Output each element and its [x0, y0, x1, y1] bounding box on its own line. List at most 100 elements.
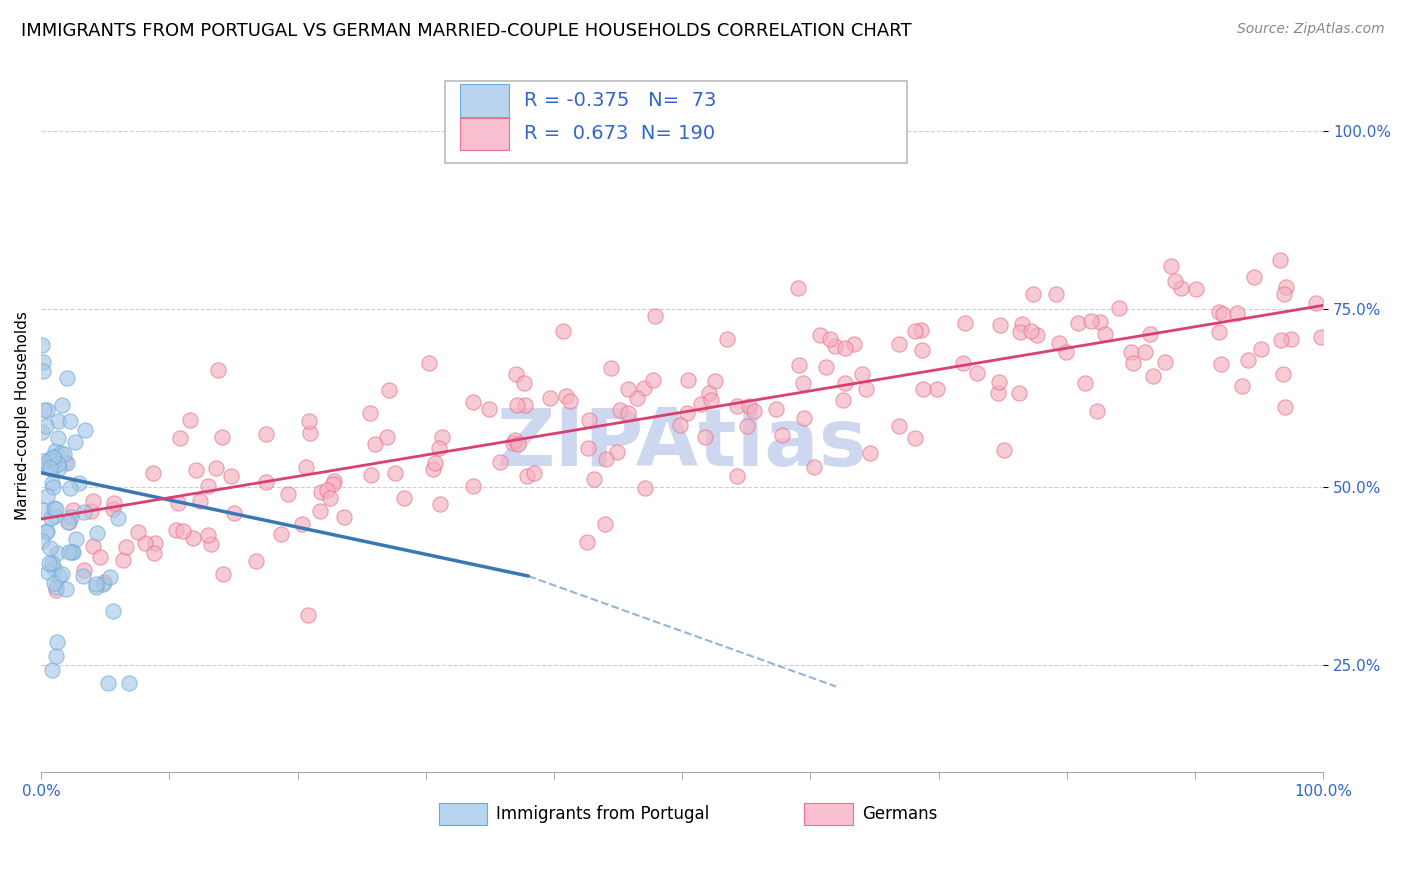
Point [73, 423, 96, 437]
Point [1108, 301, 1130, 315]
Point [254, 475, 277, 490]
Point [1088, 315, 1111, 329]
Point [506, 398, 529, 412]
Point [181, 531, 204, 545]
Point [270, 526, 292, 541]
Point [488, 455, 510, 469]
Point [35, 419, 58, 434]
Point [765, 402, 787, 417]
Point [808, 328, 831, 343]
FancyBboxPatch shape [804, 803, 852, 825]
Point [432, 430, 454, 444]
Point [38, 452, 60, 467]
Point [35, 403, 58, 417]
Point [1080, 313, 1102, 327]
Point [911, 383, 934, 397]
Point [578, 413, 600, 427]
Point [1270, 333, 1292, 347]
Point [73, 562, 96, 576]
Point [45, 580, 67, 594]
Point [725, 399, 748, 413]
Point [737, 418, 759, 433]
Point [1122, 356, 1144, 370]
FancyBboxPatch shape [460, 84, 509, 117]
Point [93, 575, 115, 590]
Point [309, 485, 332, 500]
Point [422, 461, 444, 475]
Point [44, 453, 66, 467]
Point [46, 431, 69, 445]
Point [190, 494, 212, 508]
Point [595, 452, 617, 467]
Point [34, 403, 56, 417]
Point [1305, 296, 1327, 310]
Point [793, 410, 815, 425]
FancyBboxPatch shape [444, 81, 907, 163]
Point [512, 376, 534, 391]
Point [82, 493, 104, 508]
Point [143, 536, 166, 550]
Point [792, 376, 814, 391]
Point [222, 506, 245, 520]
Point [1085, 404, 1108, 418]
Point [787, 280, 810, 294]
Point [32, 454, 55, 468]
Point [378, 383, 401, 397]
Point [725, 468, 748, 483]
Point [89, 550, 111, 565]
Point [538, 391, 561, 405]
Point [988, 318, 1011, 332]
Point [842, 337, 865, 351]
Point [165, 523, 187, 537]
Point [184, 462, 207, 476]
Point [770, 427, 793, 442]
Point [1047, 335, 1070, 350]
Point [44, 560, 66, 574]
Point [211, 430, 233, 444]
Point [103, 501, 125, 516]
Point [593, 517, 616, 532]
Point [1139, 327, 1161, 342]
Point [297, 608, 319, 623]
Point [59, 481, 82, 495]
Point [375, 430, 398, 444]
Point [697, 385, 720, 400]
Point [197, 479, 219, 493]
Point [118, 676, 141, 690]
Point [834, 341, 856, 355]
Text: IMMIGRANTS FROM PORTUGAL VS GERMAN MARRIED-COUPLE HOUSEHOLDS CORRELATION CHART: IMMIGRANTS FROM PORTUGAL VS GERMAN MARRI… [21, 22, 911, 40]
Point [1045, 287, 1067, 301]
Point [38, 541, 60, 555]
Point [515, 398, 537, 412]
Point [60, 545, 83, 559]
Point [80, 503, 103, 517]
Point [101, 604, 124, 618]
Point [91, 577, 114, 591]
Point [904, 324, 927, 338]
Point [86, 580, 108, 594]
Point [461, 394, 484, 409]
Point [1054, 345, 1077, 359]
Point [925, 382, 948, 396]
Point [576, 534, 599, 549]
Point [1170, 281, 1192, 295]
Point [634, 482, 657, 496]
Point [41, 462, 63, 476]
Point [58, 515, 80, 529]
Point [169, 431, 191, 445]
Point [58, 545, 80, 559]
Point [643, 373, 665, 387]
Point [82, 539, 104, 553]
Point [609, 403, 631, 417]
Point [41, 664, 63, 678]
Point [1160, 259, 1182, 273]
Point [787, 358, 810, 372]
Point [31, 425, 53, 439]
Point [851, 367, 873, 381]
Point [46, 457, 69, 471]
Point [818, 332, 841, 346]
Point [993, 443, 1015, 458]
Point [1212, 307, 1234, 321]
Point [200, 537, 222, 551]
Point [582, 472, 605, 486]
